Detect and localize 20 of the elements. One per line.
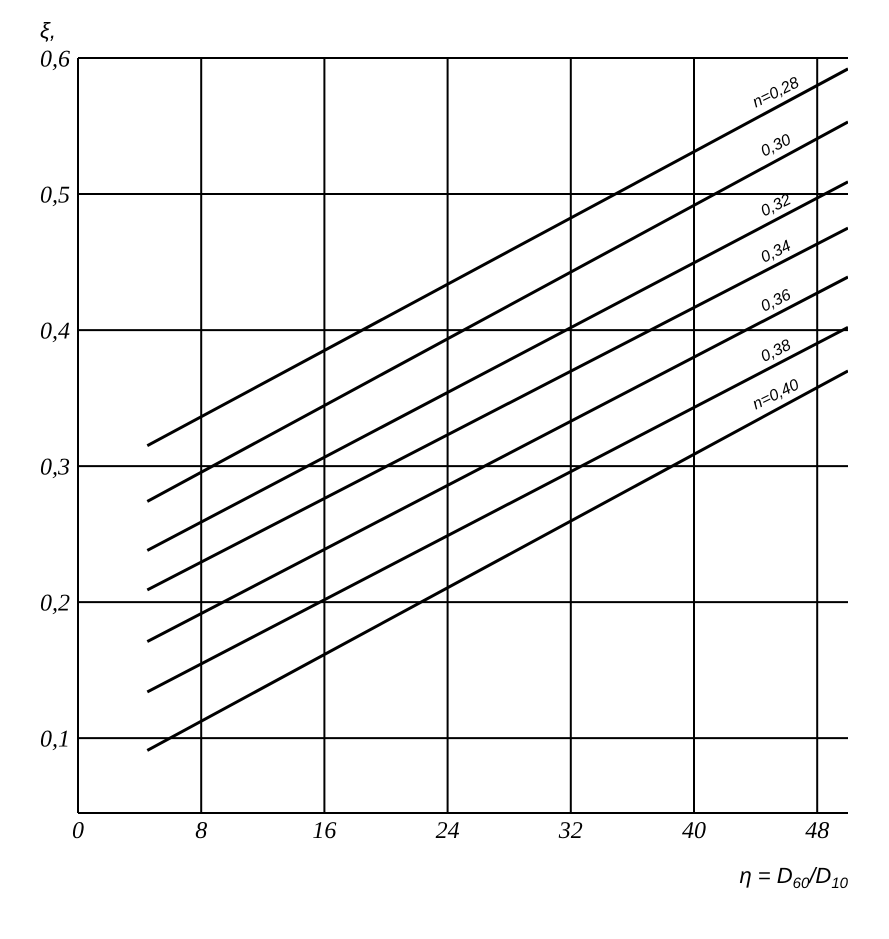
- text: 0,36: [758, 286, 794, 316]
- y-tick-label: 0,2: [40, 590, 70, 617]
- x-tick-label: 8: [195, 818, 208, 844]
- y-tick-label: 0,5: [40, 182, 70, 209]
- x-tick-label: 16: [312, 818, 336, 844]
- text: 0,30: [758, 131, 794, 160]
- y-tick-label: 0,4: [40, 318, 70, 345]
- text: 0,32: [758, 191, 794, 220]
- y-axis-title: ξ,: [40, 18, 56, 43]
- x-tick-label: 24: [436, 818, 460, 844]
- x-axis-title: η = D$_{60}$/D$_{10}$: [739, 863, 849, 892]
- x-tick-label: 48: [805, 818, 830, 844]
- y-tick-label: 0,3: [40, 454, 70, 481]
- text: 0,38: [758, 336, 794, 366]
- text: 0,34: [758, 237, 794, 266]
- x-tick-label: 40: [682, 818, 706, 844]
- x-tick-label: 32: [558, 818, 583, 844]
- y-tick-label: 0,1: [40, 726, 70, 753]
- y-tick-label: 0,6: [40, 46, 70, 73]
- x-tick-label: 0: [72, 818, 84, 844]
